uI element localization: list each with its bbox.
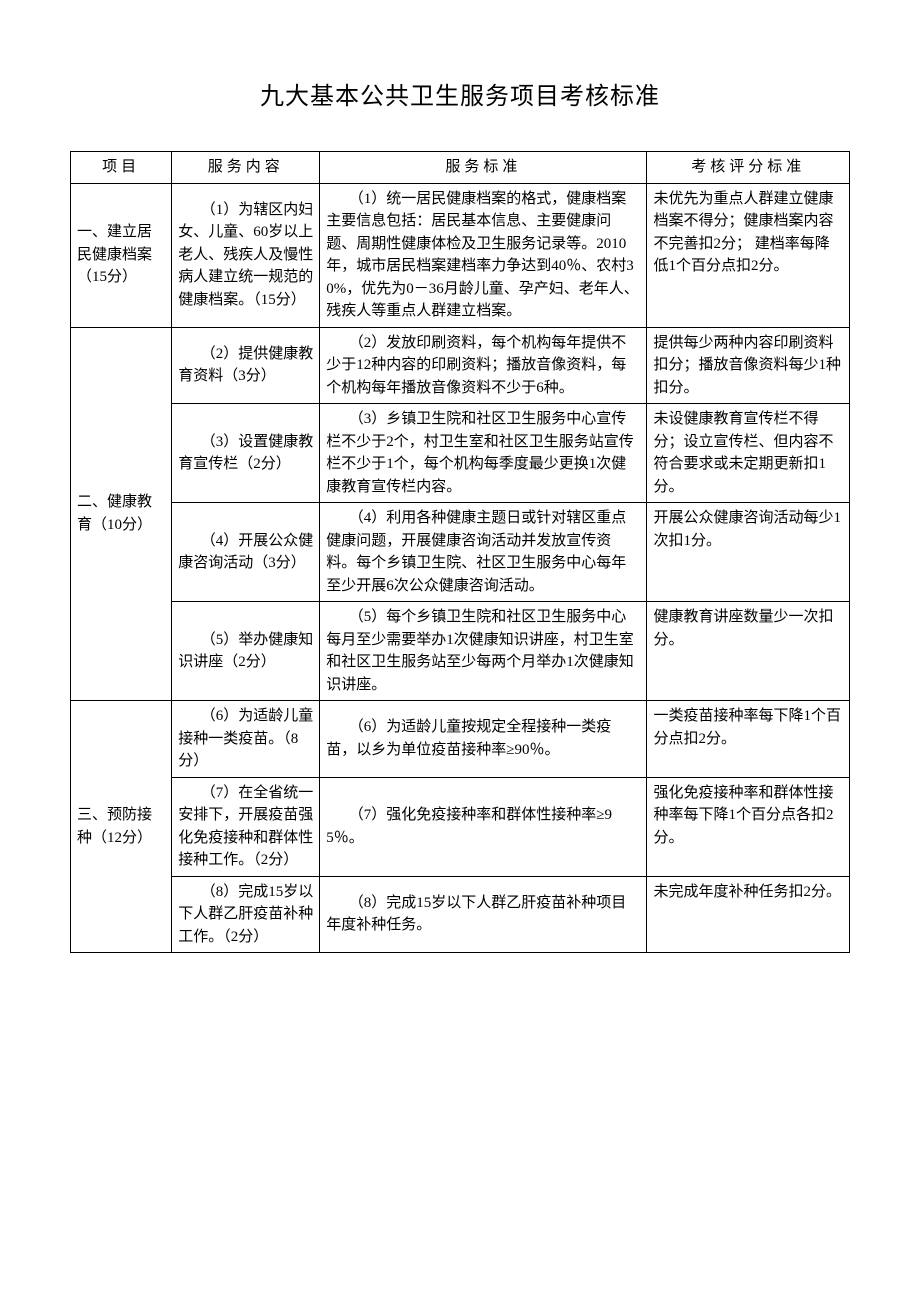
table-row: （4）开展公众健康咨询活动（3分）（4）利用各种健康主题日或针对辖区重点健康问题… [71, 503, 850, 602]
scoring-cell: 健康教育讲座数量少一次扣分。 [647, 602, 850, 701]
assessment-table: 项目 服务内容 服务标准 考核评分标准 一、建立居民健康档案（15分）（1）为辖… [70, 151, 850, 953]
table-row: 一、建立居民健康档案（15分）（1）为辖区内妇女、儿童、60岁以上老人、残疾人及… [71, 183, 850, 327]
table-row: （8）完成15岁以下人群乙肝疫苗补种工作。（2分）（8）完成15岁以下人群乙肝疫… [71, 876, 850, 953]
table-row: （7）在全省统一安排下，开展疫苗强化免疫接种和群体性接种工作。（2分）（7）强化… [71, 777, 850, 876]
standard-cell: （4）利用各种健康主题日或针对辖区重点健康问题，开展健康咨询活动并发放宣传资料。… [320, 503, 647, 602]
header-scoring: 考核评分标准 [647, 152, 850, 184]
content-cell: （2）提供健康教育资料（3分） [172, 327, 320, 404]
standard-cell: （6）为适龄儿童按规定全程接种一类疫苗，以乡为单位疫苗接种率≥90％。 [320, 701, 647, 778]
content-cell: （1）为辖区内妇女、儿童、60岁以上老人、残疾人及慢性病人建立统一规范的健康档案… [172, 183, 320, 327]
content-cell: （5）举办健康知识讲座（2分） [172, 602, 320, 701]
scoring-cell: 提供每少两种内容印刷资料扣分；播放音像资料每少1种扣分。 [647, 327, 850, 404]
content-cell: （7）在全省统一安排下，开展疫苗强化免疫接种和群体性接种工作。（2分） [172, 777, 320, 876]
project-cell: 一、建立居民健康档案（15分） [71, 183, 172, 327]
table-row: 三、预防接种（12分）（6）为适龄儿童接种一类疫苗。（8分）（6）为适龄儿童按规… [71, 701, 850, 778]
scoring-cell: 未优先为重点人群建立健康档案不得分；健康档案内容不完善扣2分； 建档率每降低1个… [647, 183, 850, 327]
standard-cell: （7）强化免疫接种率和群体性接种率≥95％。 [320, 777, 647, 876]
content-cell: （3）设置健康教育宣传栏（2分） [172, 404, 320, 503]
standard-cell: （2）发放印刷资料，每个机构每年提供不少于12种内容的印刷资料；播放音像资料，每… [320, 327, 647, 404]
content-cell: （8）完成15岁以下人群乙肝疫苗补种工作。（2分） [172, 876, 320, 953]
standard-cell: （5）每个乡镇卫生院和社区卫生服务中心每月至少需要举办1次健康知识讲座，村卫生室… [320, 602, 647, 701]
header-content: 服务内容 [172, 152, 320, 184]
page-title: 九大基本公共卫生服务项目考核标准 [70, 76, 850, 111]
project-cell: 二、健康教育（10分） [71, 327, 172, 701]
standard-cell: （1）统一居民健康档案的格式，健康档案主要信息包括：居民基本信息、主要健康问题、… [320, 183, 647, 327]
table-row: 二、健康教育（10分）（2）提供健康教育资料（3分）（2）发放印刷资料，每个机构… [71, 327, 850, 404]
standard-cell: （8）完成15岁以下人群乙肝疫苗补种项目年度补种任务。 [320, 876, 647, 953]
header-project: 项目 [71, 152, 172, 184]
scoring-cell: 开展公众健康咨询活动每少1次扣1分。 [647, 503, 850, 602]
scoring-cell: 未完成年度补种任务扣2分。 [647, 876, 850, 953]
table-row: （3）设置健康教育宣传栏（2分）（3）乡镇卫生院和社区卫生服务中心宣传栏不少于2… [71, 404, 850, 503]
standard-cell: （3）乡镇卫生院和社区卫生服务中心宣传栏不少于2个，村卫生室和社区卫生服务站宣传… [320, 404, 647, 503]
scoring-cell: 一类疫苗接种率每下降1个百分点扣2分。 [647, 701, 850, 778]
content-cell: （4）开展公众健康咨询活动（3分） [172, 503, 320, 602]
table-row: （5）举办健康知识讲座（2分）（5）每个乡镇卫生院和社区卫生服务中心每月至少需要… [71, 602, 850, 701]
header-standard: 服务标准 [320, 152, 647, 184]
scoring-cell: 未设健康教育宣传栏不得分；设立宣传栏、但内容不符合要求或未定期更新扣1分。 [647, 404, 850, 503]
scoring-cell: 强化免疫接种率和群体性接种率每下降1个百分点各扣2分。 [647, 777, 850, 876]
table-header-row: 项目 服务内容 服务标准 考核评分标准 [71, 152, 850, 184]
content-cell: （6）为适龄儿童接种一类疫苗。（8分） [172, 701, 320, 778]
project-cell: 三、预防接种（12分） [71, 701, 172, 953]
